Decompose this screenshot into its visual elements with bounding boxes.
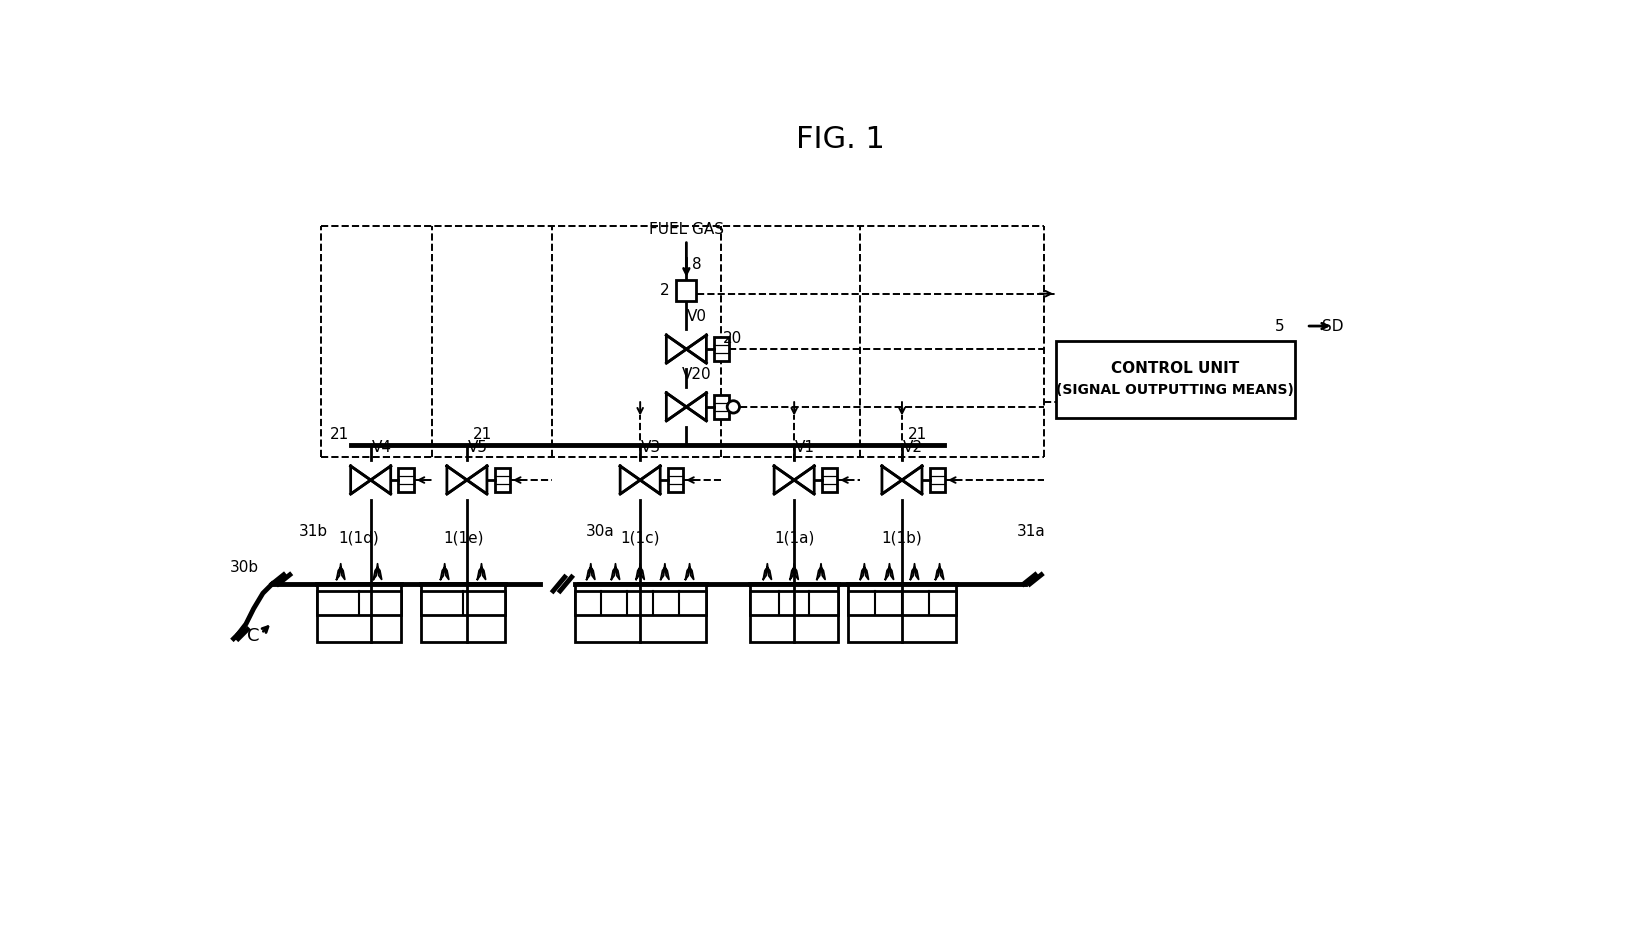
Text: 1(1d): 1(1d) (339, 531, 380, 545)
Bar (575, 591, 706, 615)
Polygon shape (901, 466, 923, 494)
Text: FIG. 1: FIG. 1 (797, 125, 885, 154)
Bar (398, 467, 413, 492)
Bar (495, 467, 510, 492)
Text: 2: 2 (661, 283, 669, 298)
Text: V2: V2 (903, 440, 923, 455)
Bar (677, 280, 697, 302)
Text: 31a: 31a (1016, 524, 1046, 539)
Text: 5: 5 (1275, 319, 1283, 334)
Polygon shape (816, 564, 824, 579)
Polygon shape (351, 466, 370, 494)
Polygon shape (467, 466, 487, 494)
Polygon shape (685, 564, 693, 579)
Bar (847, 591, 956, 615)
Polygon shape (764, 564, 772, 579)
Text: SD: SD (1323, 319, 1344, 334)
Bar (316, 584, 402, 641)
Text: CONTROL UNIT: CONTROL UNIT (1111, 360, 1239, 376)
Polygon shape (667, 335, 687, 363)
Text: 1(1e): 1(1e) (443, 531, 484, 545)
Polygon shape (885, 564, 893, 579)
Polygon shape (936, 564, 944, 579)
Bar (421, 591, 505, 615)
Polygon shape (910, 564, 918, 579)
Polygon shape (336, 564, 344, 579)
Bar (575, 584, 706, 641)
Polygon shape (661, 564, 669, 579)
Bar (1056, 342, 1295, 418)
Bar (847, 584, 956, 641)
Text: 1(1a): 1(1a) (774, 531, 815, 545)
Polygon shape (477, 564, 485, 579)
Text: 31b: 31b (298, 524, 328, 539)
Polygon shape (687, 335, 706, 363)
Text: 1(1c): 1(1c) (621, 531, 661, 545)
Polygon shape (774, 466, 795, 494)
Bar (715, 337, 729, 361)
Bar (316, 591, 402, 615)
Text: 21: 21 (908, 427, 928, 442)
Text: 20: 20 (723, 331, 742, 346)
Bar (667, 467, 683, 492)
Bar (751, 584, 839, 641)
Text: 30b: 30b (229, 559, 259, 574)
Text: V5: V5 (467, 440, 488, 455)
Circle shape (728, 401, 739, 413)
Bar (421, 584, 505, 641)
Polygon shape (687, 393, 706, 421)
Text: V0: V0 (687, 309, 706, 324)
Polygon shape (860, 564, 869, 579)
Text: 1(1b): 1(1b) (882, 531, 923, 545)
Text: V1: V1 (795, 440, 815, 455)
Text: C: C (247, 627, 261, 645)
Polygon shape (636, 564, 644, 579)
Text: V20: V20 (682, 367, 711, 382)
Polygon shape (441, 564, 449, 579)
Bar (929, 467, 946, 492)
Polygon shape (667, 393, 687, 421)
Polygon shape (790, 564, 798, 579)
Polygon shape (447, 466, 467, 494)
Polygon shape (374, 564, 382, 579)
Bar (715, 394, 729, 419)
Polygon shape (620, 466, 641, 494)
Text: V3: V3 (641, 440, 661, 455)
Polygon shape (795, 466, 815, 494)
Polygon shape (370, 466, 390, 494)
Text: 8: 8 (692, 257, 701, 272)
Polygon shape (641, 466, 661, 494)
Bar (821, 467, 838, 492)
Text: FUEL GAS: FUEL GAS (649, 221, 724, 236)
Text: 30a: 30a (585, 524, 615, 539)
Polygon shape (882, 466, 901, 494)
Text: V4: V4 (372, 440, 392, 455)
Polygon shape (611, 564, 620, 579)
Text: 21: 21 (474, 427, 492, 442)
Text: (SIGNAL OUTPUTTING MEANS): (SIGNAL OUTPUTTING MEANS) (1057, 383, 1295, 397)
Text: 21: 21 (329, 427, 349, 442)
Bar (751, 591, 839, 615)
Polygon shape (587, 564, 595, 579)
